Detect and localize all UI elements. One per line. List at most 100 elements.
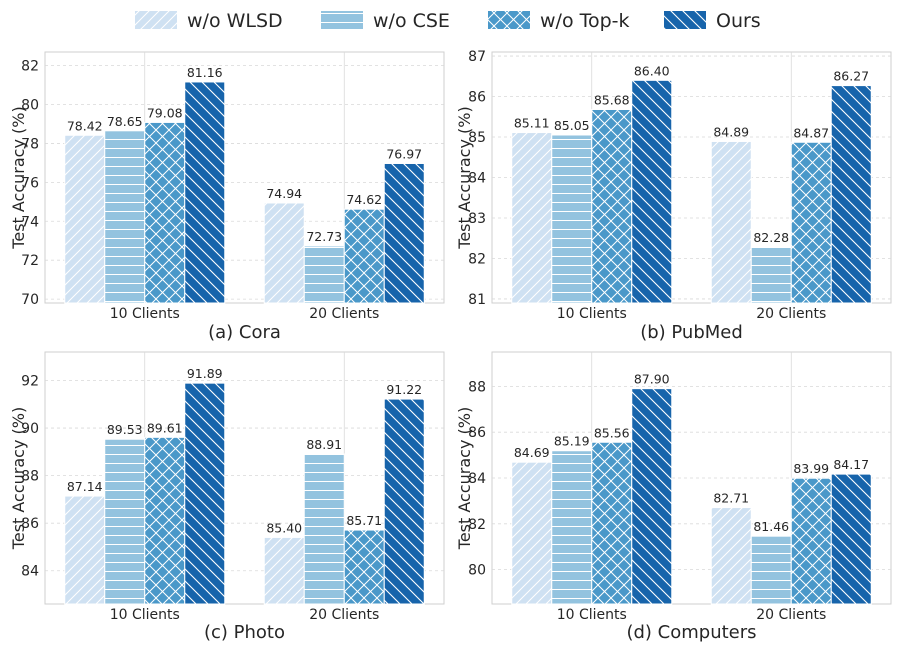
bar-hatch bbox=[591, 442, 632, 604]
y-tick-label: 88 bbox=[21, 469, 39, 485]
data-label: 85.19 bbox=[554, 434, 590, 449]
bar bbox=[511, 132, 553, 304]
legend-label: w/o WLSD bbox=[187, 10, 283, 32]
bar bbox=[184, 81, 226, 304]
y-tick-label: 84 bbox=[468, 471, 486, 487]
data-label: 74.94 bbox=[266, 186, 302, 201]
data-label: 84.87 bbox=[793, 125, 829, 140]
bar bbox=[303, 245, 345, 304]
bar bbox=[64, 134, 106, 304]
data-label: 84.17 bbox=[833, 457, 869, 472]
bar-hatch bbox=[64, 135, 105, 303]
data-label: 87.90 bbox=[634, 372, 670, 387]
bar bbox=[511, 461, 553, 605]
y-tick-label: 87 bbox=[468, 49, 486, 65]
data-label: 85.68 bbox=[594, 92, 630, 107]
bar bbox=[383, 162, 425, 304]
y-tick-label: 86 bbox=[21, 516, 39, 532]
bar bbox=[750, 246, 792, 304]
bar-hatch bbox=[264, 537, 305, 604]
data-label: 82.28 bbox=[753, 230, 789, 245]
legend-item: Ours bbox=[664, 10, 761, 32]
bar-hatch bbox=[511, 462, 552, 604]
data-label: 85.71 bbox=[346, 513, 382, 528]
y-axis-label: Test Accuracy (%) bbox=[9, 106, 28, 249]
y-tick-label: 92 bbox=[21, 374, 39, 390]
y-tick-label: 83 bbox=[468, 211, 486, 227]
data-label: 72.73 bbox=[306, 229, 342, 244]
legend-swatch-hatch bbox=[135, 11, 177, 29]
legend-label: w/o CSE bbox=[373, 10, 450, 32]
bar bbox=[830, 85, 872, 304]
bar-hatch bbox=[711, 141, 752, 303]
bar bbox=[303, 453, 345, 605]
chart-panel: 80 82 84 86 88 84.69 82.71 85.19 81.46 85.56 83.99… bbox=[455, 351, 892, 643]
y-tick-label: 82 bbox=[21, 59, 39, 75]
y-tick-label: 82 bbox=[468, 517, 486, 533]
bar-hatch bbox=[144, 437, 185, 604]
chart-panel: 84 86 88 90 92 87.14 85.40 89.53 88.91 89.61 85.71… bbox=[9, 351, 445, 643]
bar bbox=[631, 388, 673, 605]
bar bbox=[343, 529, 385, 605]
bar bbox=[383, 398, 425, 605]
panel-caption: (a) Cora bbox=[208, 322, 281, 343]
data-label: 86.27 bbox=[833, 69, 869, 84]
data-label: 91.22 bbox=[386, 382, 422, 397]
legend-swatch-hatch bbox=[488, 11, 530, 29]
x-tick-label: 10 Clients bbox=[557, 306, 627, 322]
bar-hatch bbox=[304, 245, 345, 303]
y-tick-label: 74 bbox=[21, 214, 39, 230]
y-tick-label: 70 bbox=[21, 292, 39, 308]
data-label: 91.89 bbox=[187, 366, 223, 381]
data-label: 84.69 bbox=[514, 445, 550, 460]
bar-hatch bbox=[631, 388, 672, 604]
data-label: 83.99 bbox=[793, 461, 829, 476]
bar bbox=[710, 140, 752, 304]
data-label: 81.16 bbox=[187, 65, 223, 80]
bar-hatch bbox=[791, 478, 832, 604]
bar bbox=[790, 141, 832, 304]
data-label: 79.08 bbox=[147, 105, 183, 120]
y-tick-label: 85 bbox=[468, 130, 486, 146]
data-label: 88.91 bbox=[306, 437, 342, 452]
data-label: 89.53 bbox=[107, 422, 143, 437]
bar bbox=[591, 108, 633, 304]
y-axis-label: Test Accuracy (%) bbox=[455, 407, 474, 550]
panel-caption: (b) PubMed bbox=[640, 322, 743, 343]
bar bbox=[551, 134, 593, 304]
bar bbox=[710, 507, 752, 605]
x-tick-label: 20 Clients bbox=[309, 306, 379, 322]
data-label: 85.05 bbox=[554, 118, 590, 133]
y-tick-label: 80 bbox=[21, 98, 39, 114]
bar-hatch bbox=[384, 163, 425, 303]
data-label: 74.62 bbox=[346, 192, 382, 207]
bar-hatch bbox=[344, 209, 385, 303]
bar-hatch bbox=[304, 453, 345, 604]
data-label: 82.71 bbox=[713, 491, 749, 506]
y-tick-label: 86 bbox=[468, 90, 486, 106]
bar-hatch bbox=[104, 130, 145, 303]
x-tick-label: 20 Clients bbox=[309, 607, 379, 623]
bar bbox=[104, 438, 146, 605]
legend-item: w/o WLSD bbox=[135, 10, 283, 32]
y-axis-label: Test Accuracy (%) bbox=[9, 407, 28, 550]
bar bbox=[591, 441, 633, 605]
chart-panel: 70 72 74 76 78 80 82 78.42 74.94 78.65 72.73 79.08 7… bbox=[9, 51, 445, 343]
bar-hatch bbox=[144, 122, 185, 303]
y-tick-label: 81 bbox=[468, 292, 486, 308]
x-tick-label: 20 Clients bbox=[756, 306, 826, 322]
data-label: 87.14 bbox=[67, 479, 103, 494]
data-label: 85.11 bbox=[514, 116, 550, 131]
y-tick-label: 80 bbox=[468, 563, 486, 579]
data-label: 86.40 bbox=[634, 63, 670, 78]
bar-hatch bbox=[64, 496, 105, 604]
bar bbox=[144, 121, 186, 304]
y-tick-label: 78 bbox=[21, 136, 39, 152]
x-tick-label: 10 Clients bbox=[110, 607, 180, 623]
y-axis-label: Test Accuracy (%) bbox=[455, 106, 474, 249]
bar-hatch bbox=[104, 439, 145, 604]
bar-hatch bbox=[591, 109, 632, 304]
bar-hatch bbox=[184, 81, 225, 303]
data-label: 78.65 bbox=[107, 114, 143, 129]
